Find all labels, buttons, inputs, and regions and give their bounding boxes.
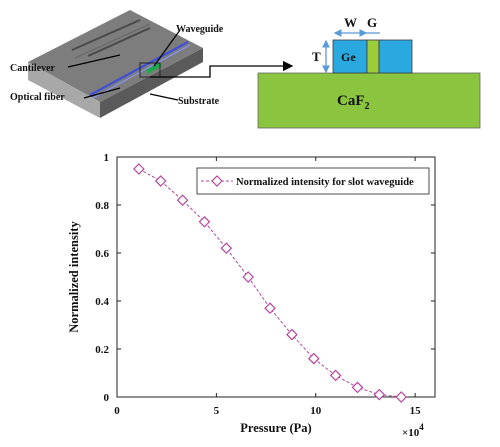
optical-fiber-line [92,44,191,99]
data-point-marker [242,271,255,283]
data-point-marker [307,352,320,365]
y-axis: 0 0.2 0.4 0.6 0.8 1 [95,152,435,404]
data-point-marker [220,242,233,255]
x-axis-multiplier: ×104 [402,422,424,439]
legend-marker [211,175,223,187]
x-axis-multiplier-exp: 4 [419,422,424,432]
cross-section-diagram: W G T Ge CaF2 [257,15,481,129]
substrate-left-face [28,62,100,118]
data-point-marker [395,391,408,403]
caf2-substrate [257,72,481,129]
cantilever-groove [87,27,151,57]
y-tick-label: 0.8 [95,200,109,212]
series-line [138,168,402,398]
label-substrate: Substrate [178,96,220,107]
label-waveguide: Waveguide [176,24,224,35]
label-t: T [312,49,321,64]
data-point-marker [176,194,189,207]
series-group [133,163,408,403]
leader-cantilever [67,54,121,68]
data-point-marker [264,302,276,315]
y-tick-label: 0.2 [95,344,109,356]
zoom-arrow [150,60,294,78]
substrate-front-face [100,48,203,118]
label-cantilever: Cantilever [10,63,56,74]
legend: Normalized intensity for slot waveguide [196,167,430,195]
y-tick-label: 1 [104,152,110,164]
waveguide-patch [146,62,162,74]
data-point-marker [154,175,167,187]
leader-substrate [149,93,179,101]
y-tick-label: 0.6 [95,248,109,260]
data-point-marker [198,215,211,228]
leader-waveguide [153,29,181,67]
label-optical-fiber: Optical fiber [10,92,65,103]
data-point-marker [133,163,145,175]
label-ge: Ge [341,50,356,64]
data-point-marker [329,369,342,382]
ge-rail-left [332,39,368,74]
label-caf2: CaF2 [337,93,370,112]
cantilever-groove [74,23,151,59]
label-w: W [344,15,357,30]
optical-fiber-line [89,41,189,96]
x-tick-label: 0 [114,405,120,417]
device-illustration: Waveguide Cantilever Optical fiber Subst… [10,10,294,118]
cantilever-groove [71,19,141,51]
x-tick-label: 10 [310,405,322,417]
legend-label: Normalized intensity for slot waveguide [236,177,414,188]
x-tick-label: 5 [214,405,220,417]
data-point-marker [351,381,364,394]
y-tick-label: 0 [104,392,110,404]
legend-box [196,167,430,195]
label-caf2-subscript: 2 [365,101,370,112]
chart: 0 0.2 0.4 0.6 0.8 1 0 5 10 15 Pressure (Pa) Norm… [67,152,436,439]
data-point-marker [373,388,386,401]
leader-optical-fiber [83,87,121,99]
y-tick-label: 0.4 [95,296,109,308]
x-axis: 0 5 10 15 [114,157,421,417]
y-axis-title: Normalized intensity [67,221,81,333]
x-axis-title: Pressure (Pa) [240,421,311,435]
data-point-marker [286,328,298,341]
ge-rail-right [378,39,413,74]
slot-gap [366,39,380,74]
label-g: G [367,15,377,30]
x-tick-label: 15 [410,405,422,417]
plot-frame [116,156,436,398]
